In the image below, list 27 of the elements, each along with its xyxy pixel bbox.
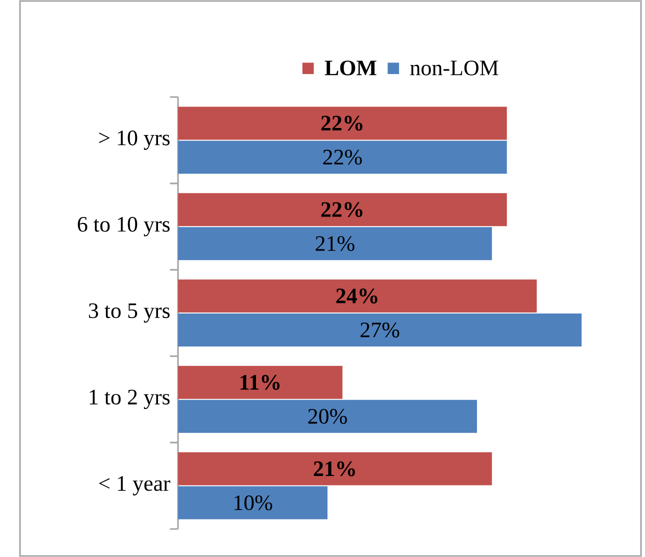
y-tick-label: 1 to 2 yrs <box>90 390 170 410</box>
y-tick-label: 3 to 5 yrs <box>88 303 170 323</box>
bar <box>178 314 582 346</box>
y-tick-label: < 1 year <box>99 476 170 496</box>
bar <box>178 400 477 433</box>
bar <box>178 193 507 226</box>
legend-label: LOM <box>324 60 376 76</box>
data-label: 27% <box>360 322 400 338</box>
data-label: 22% <box>321 202 362 218</box>
data-label: 10% <box>234 495 272 510</box>
data-label: 22% <box>321 116 362 131</box>
bar <box>178 366 342 399</box>
data-label: 22% <box>323 150 362 165</box>
bar <box>178 106 507 140</box>
data-label: 21% <box>314 461 355 476</box>
data-label: 11% <box>240 374 280 390</box>
data-label: 21% <box>316 236 354 252</box>
bar <box>178 280 537 313</box>
bar <box>178 227 492 260</box>
bar <box>178 486 328 520</box>
y-tick-label: > 10 yrs <box>99 130 170 150</box>
bar <box>178 452 492 486</box>
data-label: 24% <box>336 288 378 304</box>
bar <box>178 140 507 174</box>
y-tick-label: 6 to 10 yrs <box>78 216 170 236</box>
legend-label: non-LOM <box>410 60 498 76</box>
data-label: 20% <box>308 408 347 424</box>
